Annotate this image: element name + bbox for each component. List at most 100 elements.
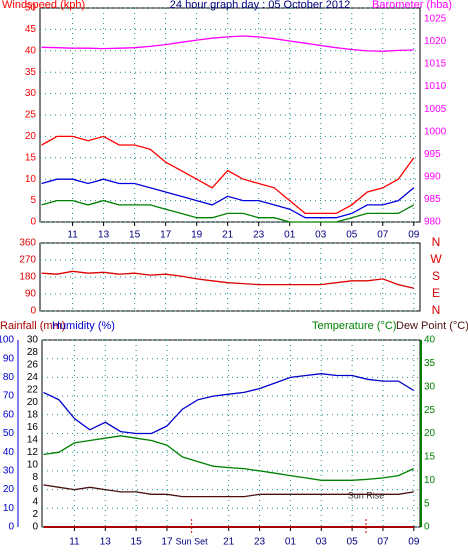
y-tick-label: 50 [3, 428, 15, 439]
y2-tick-label: 1010 [424, 81, 447, 92]
y2-tick-label: 1000 [424, 126, 447, 137]
y-tick-label: 45 [25, 24, 37, 35]
x-tick-label: 07 [377, 230, 389, 241]
y2-tick-label: 15 [424, 452, 436, 463]
x-tick-label: 21 [222, 230, 234, 241]
y-tick-label: 50 [25, 3, 37, 14]
y2-tick-label: 990 [424, 171, 441, 182]
y-tick-label: 15 [25, 152, 37, 163]
legend-entry: Rainfall (mm) [0, 320, 65, 332]
y2-tick-label: W [430, 252, 442, 266]
y-tick-label: 70 [3, 391, 15, 402]
x-tick-label: 15 [129, 230, 141, 241]
x-tick-label: 13 [100, 537, 112, 548]
y2-tick-label: 35 [424, 358, 436, 369]
y2-tick-label: 1005 [424, 104, 447, 115]
y-tick-label: 180 [19, 272, 36, 283]
x-tick-label: 23 [253, 230, 265, 241]
y-tick-label: 360 [19, 238, 36, 249]
x-tick-label: 03 [316, 537, 328, 548]
x-tick-label: 11 [67, 230, 78, 241]
x-tick-label: 21 [223, 537, 235, 548]
y3-tick-label: 18 [27, 409, 39, 420]
x-tick-label: 13 [98, 230, 110, 241]
y3-tick-label: 8 [32, 472, 38, 483]
y3-tick-label: 16 [27, 422, 39, 433]
y-tick-label: 5 [30, 195, 36, 206]
legend-entry: Humidity (%) [52, 320, 115, 332]
y3-tick-label: 2 [32, 509, 38, 520]
x-tick-label: 05 [346, 230, 358, 241]
y-tick-label: 40 [25, 45, 37, 56]
series-line [41, 35, 414, 52]
x-tick-label: 23 [254, 537, 266, 548]
event-label: Sun Rise [348, 490, 385, 500]
y2-tick-label: 0 [424, 522, 430, 533]
y2-tick-label: 1015 [424, 59, 447, 70]
y2-tick-label: 30 [424, 381, 436, 392]
x-tick-label: 05 [347, 537, 359, 548]
x-tick-label: 09 [408, 230, 420, 241]
y3-tick-label: 4 [32, 497, 38, 508]
series-line [41, 135, 415, 215]
y-tick-label: 270 [19, 255, 36, 266]
y-tick-label: 30 [3, 466, 15, 477]
chart-title: 24 hour graph day : 05 October 2012 [170, 0, 350, 11]
x-tick-label: 01 [284, 230, 296, 241]
y2-axis-title: Barometer (hba) [372, 0, 452, 11]
y2-tick-label: S [432, 269, 440, 283]
y3-tick-label: 28 [27, 347, 39, 358]
y3-tick-label: 6 [32, 484, 38, 495]
y-axis-title: Windspeed (kph) [2, 0, 85, 11]
y2-tick-label: 980 [424, 217, 441, 228]
legend-entry: Dew Point (°C) [396, 320, 468, 332]
y2-tick-label: N [432, 303, 441, 317]
series-line [41, 178, 415, 219]
legend-entry: Temperature (°C) [312, 320, 396, 332]
y3-tick-label: 20 [27, 397, 39, 408]
y-tick-label: 0 [8, 522, 14, 533]
x-tick-label: 03 [315, 230, 327, 241]
y-tick-label: 10 [25, 174, 37, 185]
x-tick-label: 15 [131, 537, 143, 548]
y-tick-label: 20 [25, 131, 37, 142]
y-tick-label: 40 [3, 447, 15, 458]
y2-tick-label: 25 [424, 405, 436, 416]
y2-tick-label: 985 [424, 194, 441, 205]
y-tick-label: 90 [25, 289, 37, 300]
y-tick-label: 20 [3, 484, 15, 495]
y-tick-label: 60 [3, 409, 15, 420]
series-line [41, 270, 414, 289]
y-tick-label: 10 [3, 503, 15, 514]
x-tick-label: 19 [191, 230, 203, 241]
series-line [43, 373, 415, 435]
y2-tick-label: 20 [424, 428, 436, 439]
y2-tick-label: 1025 [424, 13, 447, 24]
y2-tick-label: N [432, 235, 441, 249]
y3-tick-label: 22 [27, 385, 39, 396]
y-tick-label: 90 [3, 353, 15, 364]
y2-tick-label: 995 [424, 149, 441, 160]
y3-tick-label: 0 [32, 522, 38, 533]
event-label: Sun Set [176, 536, 209, 546]
y-tick-label: 25 [25, 110, 37, 121]
x-tick-label: 17 [161, 537, 173, 548]
y2-tick-label: 10 [424, 475, 436, 486]
y2-tick-label: E [432, 286, 440, 300]
y2-tick-label: 40 [424, 335, 436, 346]
x-tick-label: 01 [285, 537, 297, 548]
y-tick-label: 0 [30, 217, 36, 228]
y-tick-label: 80 [3, 372, 15, 383]
x-tick-label: 09 [408, 537, 420, 548]
y-tick-label: 35 [25, 67, 37, 78]
y-tick-label: 30 [25, 88, 37, 99]
y3-tick-label: 10 [27, 459, 39, 470]
series-line [43, 435, 415, 481]
y-tick-label: 0 [30, 306, 36, 317]
y3-tick-label: 26 [27, 360, 39, 371]
y2-tick-label: 5 [424, 498, 430, 509]
y3-tick-label: 24 [27, 372, 39, 383]
series-line [41, 199, 415, 223]
x-tick-label: 07 [377, 537, 389, 548]
